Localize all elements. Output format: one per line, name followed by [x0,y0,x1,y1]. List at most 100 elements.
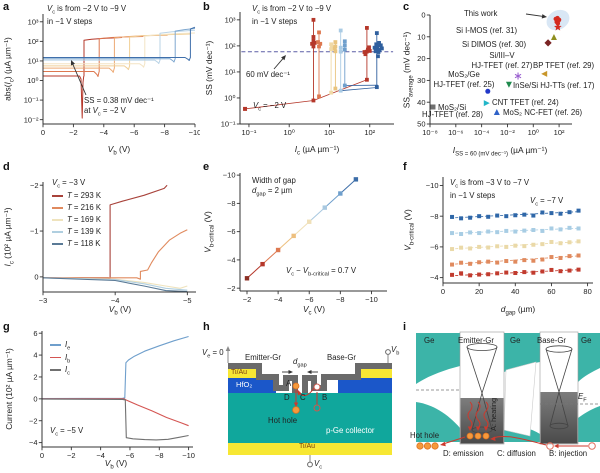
dgap-label: dgap [293,357,307,369]
marker-vc7 [522,212,527,217]
x-tick-label: 0 [441,287,445,296]
y-tick-label: 10⁰ [224,94,235,103]
marker-this-work-dots [556,17,562,22]
x-tick-label: 10⁻² [500,128,515,137]
y-tick-label: 0 [33,394,37,403]
y-tick-label: 2 [33,373,37,382]
marker-vc3 [540,269,545,274]
marker-mos2-ge [485,88,491,94]
marker-vc6 [477,231,482,236]
marker-vc4 [513,259,518,264]
emitter-graphene [228,363,298,393]
marker-vc5 [558,241,563,246]
x-tick-label: 10² [364,128,375,137]
series-T118 [42,277,188,293]
marker-vc4 [486,259,491,264]
marker-inse-si [505,81,512,88]
cold-hole-source-circle [313,404,321,412]
fermi-level-label: EF [578,392,587,404]
panel-b-chart: 10⁻¹ 10⁰ 10¹ 10² 10⁻¹ 10⁰ 10¹ 10² 10³ [221,12,394,137]
marker-vbc-line [338,191,343,196]
base-graphene [302,363,392,393]
marker-sc-dblue [372,45,377,50]
panel-a-label: a [3,1,10,13]
diffusion-arrowhead [490,436,496,441]
device-schematic [225,346,392,468]
x-tick-label: 10¹ [324,128,335,137]
panel-a-ylabel: abs(Ic) (µA µm⁻¹) [2,37,16,101]
marker-sc-red [311,98,316,103]
legend-swatch [50,369,61,371]
marker-vc3 [513,271,518,276]
injection-label: B: injection [549,449,588,458]
marker-sc-dblue [377,41,381,45]
marker-sc-red [311,38,316,43]
marker-vc5 [504,244,509,249]
panel-f-chart: 0 20 40 60 80 −4 −6 −8 −10 [426,177,593,296]
tiau-bottom-label: Ti/Au [299,443,316,450]
y-tick-label: 40 [417,98,425,107]
panel-b-label: b [203,1,210,13]
marker-sc-orange [317,44,321,49]
x-tick-label: −5 [183,296,192,305]
marker-sc-lblue [338,49,343,54]
marker-sc-red2 [365,77,369,82]
marker-vc5 [567,240,572,245]
heating-wavy-arrows [467,401,489,429]
series-Vc-6 [43,32,196,68]
marker-sc-dblue [377,48,382,52]
y-tick-label: 10⁻² [24,115,39,124]
vc-label: Vc [314,459,323,471]
marker-vbc-line [291,233,296,239]
series-trend-blue1 [340,87,376,92]
marker-vc3 [549,267,554,272]
marker-sc-red2 [367,45,371,50]
left-contact [228,368,258,378]
marker-vc7 [486,214,491,219]
marker-vc3 [468,273,473,278]
marker-sc-orange [317,94,321,99]
series-vbc-line [246,263,263,279]
panel-d-xlabel: Vb (V) [108,304,132,317]
legend-swatch [52,243,63,245]
y-tick-label: 10² [225,41,236,50]
ge-right-valence-band [578,406,600,442]
panel-g-xlabel: Vb (V) [104,458,128,471]
collector-terminal [307,461,313,468]
marker-vc6 [567,225,572,230]
label-cnt-tfet: CNT TFET (ref. 24) [492,98,559,107]
vc-note: Vc = −3 V [52,178,86,190]
ve-label: Ve = 0 [202,348,224,360]
x-tick-label: −4 [111,296,120,305]
marker-sc-red2 [362,50,367,54]
panel-e: −2 −4 −6 −8 −10 −2 −4 −6 −8 −10 e Vc (V) Vb-criti… [200,160,400,320]
emission-arrowhead [293,402,299,407]
marker-vc7 [468,215,473,220]
marker-sc-pale [329,42,334,47]
series-Vc-4 [43,34,168,73]
x-tick-label: −8 [160,128,169,137]
y-tick-label: 10² [28,37,39,46]
marker-sc-pale [329,47,334,52]
marker-bp-tfet [541,70,548,77]
marker-vc5 [513,243,518,248]
marker-sc-dblue [374,42,379,47]
legend-item: T = 139 K [52,227,101,236]
x-tick-label: 10² [554,128,565,137]
ge-left-label: Ge [424,336,435,345]
series-vbc-line [262,249,279,265]
marker-vc4 [468,261,473,266]
panel-c-xlabel: ISS = 60 (mV dec⁻¹) (µA µm⁻¹) [452,145,548,158]
marker-vc4 [540,257,545,262]
label-si-iiiv: Si/III–V HJ-TFET (ref. 27) [471,51,533,70]
marker-vc5 [576,239,581,244]
y-tick-label: −2 [29,416,38,425]
hfo2-label: HfO₂ [236,380,253,389]
x-tick-label: 0 [41,128,45,137]
emitter-gr-label: Emitter-Gr [458,336,494,345]
x-tick-label: −2 [67,451,76,460]
series-Ib [42,398,189,427]
point-c-label: C [300,393,306,402]
vc2-label: Vc = −2 V [253,101,287,113]
